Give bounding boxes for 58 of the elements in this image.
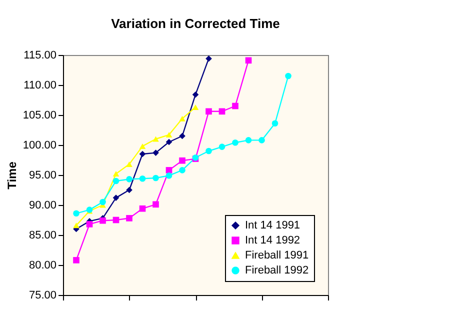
y-tick-label: 80.00	[28, 260, 56, 272]
point	[112, 171, 120, 177]
legend-label: Int 14 1992	[245, 234, 300, 246]
point	[139, 150, 146, 158]
point	[139, 143, 146, 149]
point	[73, 222, 80, 228]
point	[218, 144, 226, 150]
y-axis-title: Time	[4, 161, 19, 190]
y-tick-label: 75.00	[28, 290, 56, 302]
point	[112, 216, 120, 224]
point	[73, 210, 80, 217]
point	[179, 132, 186, 140]
point	[206, 108, 212, 115]
point	[152, 201, 159, 208]
point	[126, 186, 132, 194]
legend-label: Fireball 1991	[245, 250, 309, 262]
point	[152, 136, 159, 142]
point	[192, 91, 199, 98]
point	[285, 72, 292, 80]
point	[100, 198, 106, 206]
point	[166, 172, 172, 179]
point	[73, 257, 80, 264]
y-tick-label: 110.00	[24, 80, 56, 92]
point	[218, 108, 226, 115]
point	[100, 217, 106, 224]
point	[166, 132, 172, 138]
point	[206, 55, 212, 62]
point	[258, 137, 265, 144]
point	[166, 138, 172, 146]
legend-label: Fireball 1992	[245, 264, 309, 276]
point	[139, 205, 146, 212]
legend-label: Int 14 1991	[245, 220, 300, 232]
point	[112, 194, 120, 201]
y-tick-label: 100.00	[22, 140, 56, 152]
point	[86, 221, 93, 228]
point	[152, 150, 159, 156]
y-tick-label: 90.00	[28, 200, 56, 212]
point	[179, 157, 186, 164]
point	[245, 57, 252, 64]
y-tick-label: 95.00	[28, 170, 56, 182]
point	[179, 116, 186, 122]
point	[192, 104, 199, 110]
point	[232, 102, 238, 110]
y-tick-label: 85.00	[28, 230, 56, 242]
point	[152, 174, 159, 182]
point	[245, 137, 252, 144]
point	[272, 120, 278, 127]
y-tick-label: 115.00	[24, 50, 56, 62]
y-tick-label: 105.00	[22, 110, 56, 122]
point	[112, 178, 120, 184]
point	[206, 148, 212, 154]
point	[126, 215, 132, 222]
chart-title: Variation in Corrected Time	[111, 16, 280, 31]
point	[232, 139, 238, 146]
point	[179, 167, 186, 174]
point	[126, 176, 132, 182]
point	[139, 175, 146, 182]
point	[126, 161, 132, 167]
